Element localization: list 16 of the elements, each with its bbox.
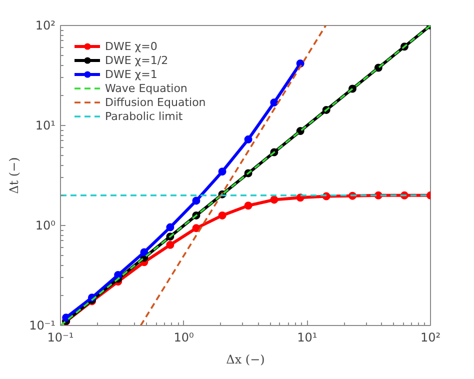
legend-label: DWE χ=0 [105,39,158,53]
x-tick-label: 10⁰ [174,330,194,344]
legend-label: DWE χ=1/2 [105,53,168,67]
legend-label: Wave Equation [105,81,188,95]
x-tick-label: 10⁻¹ [47,330,74,344]
y-tick-label: 10⁰ [35,218,56,232]
x-tick-label: 10¹ [297,330,318,344]
legend-label: DWE χ=1 [105,67,158,81]
legend-label: Parabolic limit [105,109,183,123]
x-tick-label: 10² [420,330,441,344]
x-axis-title: Δx (−) [226,352,265,366]
y-tick-label: 10⁻¹ [29,318,56,332]
y-tick-label: 10² [35,18,56,32]
legend-label: Diffusion Equation [105,95,206,109]
y-axis-title: Δt (−) [7,157,22,194]
y-tick-label: 10¹ [35,118,56,132]
